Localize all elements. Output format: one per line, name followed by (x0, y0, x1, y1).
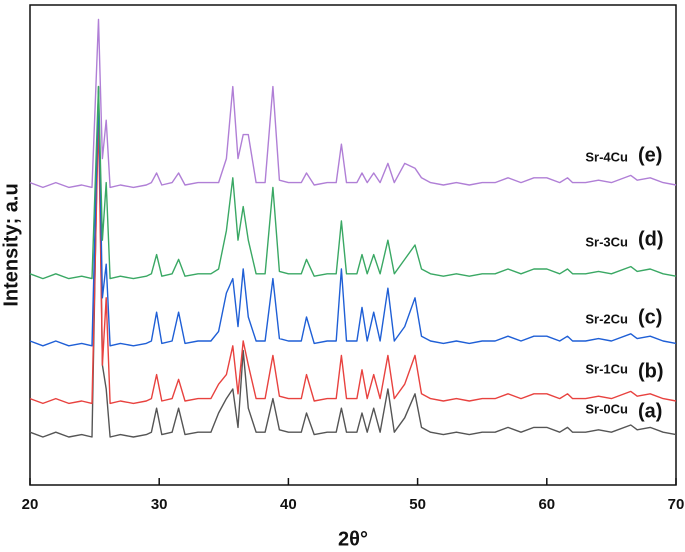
x-axis-title: 2θ° (338, 528, 368, 550)
series-name: Sr-0Cu (585, 401, 628, 416)
x-tick-label: 40 (280, 496, 297, 513)
series-tag: (a) (638, 400, 662, 422)
series-name: Sr-4Cu (585, 149, 628, 164)
series-tag: (e) (638, 144, 662, 166)
x-tick-label: 20 (22, 496, 39, 513)
xrd-line (29, 90, 677, 347)
series-name: Sr-3Cu (585, 234, 628, 249)
xrd-line (29, 114, 677, 405)
xrd-line (29, 85, 677, 438)
series-name: Sr-1Cu (585, 361, 628, 376)
xrd-line (29, 85, 677, 280)
series-tag: (d) (638, 228, 664, 250)
series-name: Sr-2Cu (585, 311, 628, 326)
series-tag: (c) (638, 306, 662, 328)
plot-frame (29, 4, 677, 486)
y-axis-title: Intensity; a.u (0, 183, 22, 306)
x-tick-label: 30 (151, 496, 168, 513)
x-tick-label: 60 (538, 496, 555, 513)
x-tick-label: 70 (668, 496, 685, 513)
xrd-line (29, 18, 677, 189)
x-tick-label: 50 (409, 496, 426, 513)
series-tag: (b) (638, 360, 664, 382)
